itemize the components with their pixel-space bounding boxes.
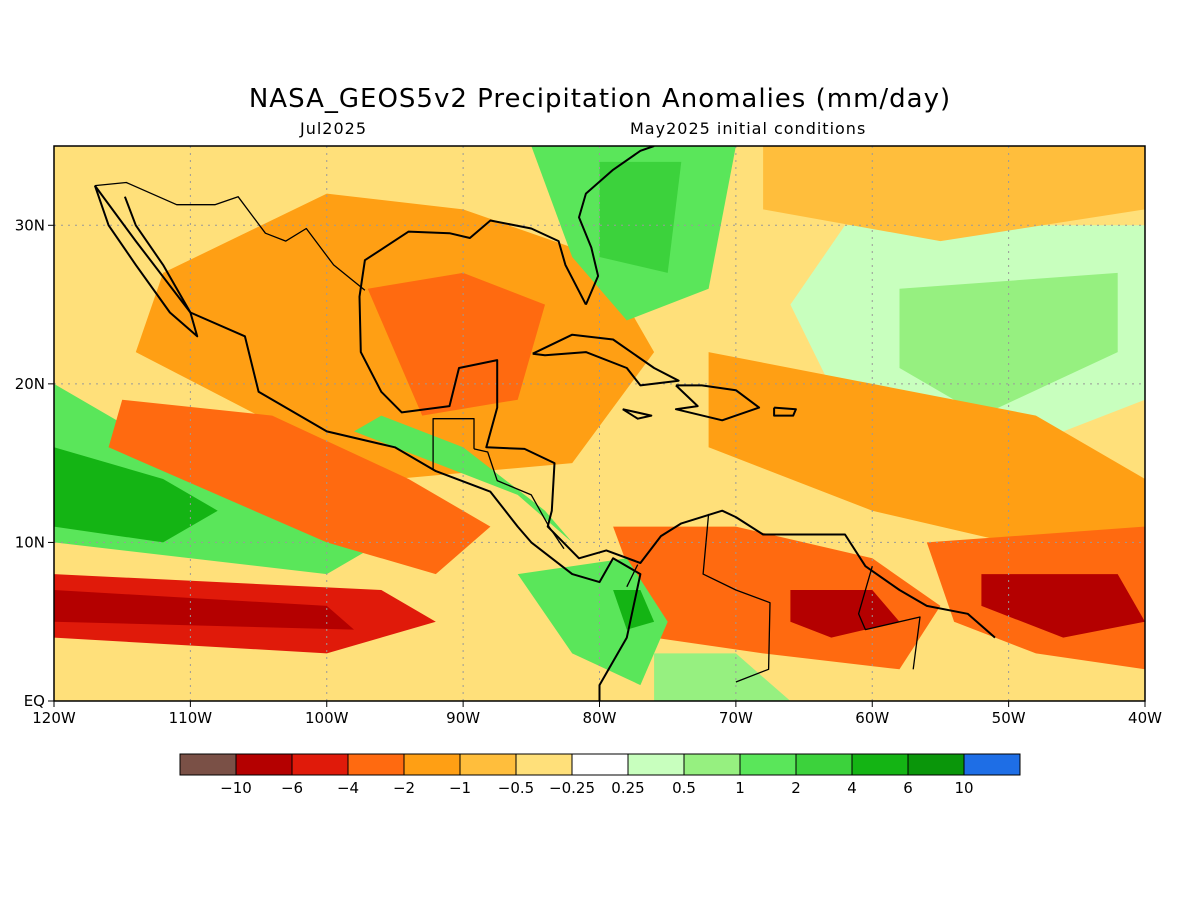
anomaly-field: [54, 146, 1145, 701]
anomaly-region-itcz-south-core: [54, 590, 354, 630]
anomaly-region-florida-core-wet: [599, 161, 682, 273]
anomaly-region-far-north-atlantic-dry: [763, 146, 1145, 242]
border-us-mexico-border: [94, 181, 366, 291]
colorbar-label: −1: [449, 779, 471, 797]
lon-tick-label: 60W: [855, 709, 889, 727]
colorbar-swatch: [851, 753, 909, 776]
colorbar-swatch: [291, 753, 349, 776]
border-venezuela-guyana-border: [857, 566, 921, 670]
lat-tick-label: EQ: [24, 692, 45, 710]
colorbar-swatch: [963, 753, 1021, 776]
colorbar-swatch: [179, 753, 237, 776]
lat-tick-label: 10N: [15, 533, 45, 551]
colorbar-label: −10: [220, 779, 252, 797]
coastline-jamaica: [622, 408, 653, 420]
lat-tick-label: 20N: [15, 375, 45, 393]
lon-tick-label: 100W: [305, 709, 349, 727]
border-central-america-borders: [473, 448, 565, 550]
colorbar-swatch: [347, 753, 405, 776]
lon-tick-label: 110W: [169, 709, 213, 727]
colorbar-swatch: [683, 753, 741, 776]
anomaly-region-atlantic-dry-belt: [708, 352, 1145, 575]
colorbar-swatch: [739, 753, 797, 776]
colorbar-swatch: [235, 753, 293, 776]
colorbar-label: 0.25: [611, 779, 644, 797]
coastline-cuba: [532, 333, 680, 387]
initial-conditions-label: May2025 initial conditions: [630, 119, 867, 138]
colorbar-label: 0.5: [672, 779, 696, 797]
valid-month-label: Jul2025: [300, 119, 368, 138]
colorbar-label: −2: [393, 779, 415, 797]
coastline-us-atlantic-coast: [578, 146, 655, 305]
anomaly-region-colombia-venezuela-dry: [613, 526, 941, 670]
anomaly-region-central-america-wet: [354, 415, 573, 543]
anomaly-region-east-pacific-wet-core: [54, 447, 218, 543]
anomaly-region-mexico-pacific-coast-dry: [108, 399, 491, 575]
colorbar-label: 4: [847, 779, 857, 797]
coastline-baja-california: [93, 185, 199, 338]
colorbar-label: 2: [791, 779, 801, 797]
colorbar-label: 10: [954, 779, 973, 797]
colorbar-label: −0.5: [498, 779, 534, 797]
colorbar-label: −6: [281, 779, 303, 797]
border-guatemala-border: [432, 418, 475, 470]
colorbar: −10 −6 −4 −2 −1 −0.5 −0.25 0.25 0.5 1 2 4 6 10: [179, 753, 1021, 797]
lat-tick-label: 30N: [15, 216, 45, 234]
coastline-gulf-and-yucatan-coast: [358, 219, 996, 639]
map-title: NASA_GEOS5v2 Precipitation Anomalies (mm…: [248, 84, 952, 114]
anomaly-region-gulf-core-dry: [367, 272, 545, 416]
colorbar-label: 6: [903, 779, 913, 797]
colorbar-label: 1: [735, 779, 745, 797]
graticule: [54, 146, 1145, 701]
coastline-hispaniola: [674, 384, 761, 422]
colorbar-swatch: [403, 753, 461, 776]
colorbar-label: −0.25: [549, 779, 595, 797]
coastline-pacific-and-caribbean-coast: [94, 185, 642, 701]
anomaly-region-tropical-atlantic-core: [981, 574, 1145, 638]
colorbar-swatch: [907, 753, 965, 776]
colorbar-label: −4: [337, 779, 359, 797]
lon-tick-label: 90W: [446, 709, 480, 727]
anomaly-region-amazon-northwest-wet: [654, 653, 791, 701]
lon-tick-label: 70W: [719, 709, 753, 727]
colorbar-swatch: [459, 753, 517, 776]
border-colombia-panama-border: [626, 564, 639, 588]
lon-tick-label: 120W: [32, 709, 76, 727]
border-colombia-venezuela-border: [702, 513, 771, 683]
map-axes: 120W 110W 100W 90W 80W 70W 60W 50W 40W EQ 10N 20N 30…: [15, 216, 1162, 727]
colorbar-swatch: [627, 753, 685, 776]
lon-tick-label: 50W: [992, 709, 1026, 727]
colorbar-swatch: [515, 753, 573, 776]
colorbar-swatch: [571, 753, 629, 776]
coastlines: [93, 146, 996, 701]
lon-tick-label: 40W: [1128, 709, 1162, 727]
anomaly-region-north-atlantic-greenish: [899, 272, 1118, 416]
lon-tick-label: 80W: [583, 709, 617, 727]
colorbar-swatch: [795, 753, 853, 776]
coastline-puerto-rico: [773, 406, 797, 417]
